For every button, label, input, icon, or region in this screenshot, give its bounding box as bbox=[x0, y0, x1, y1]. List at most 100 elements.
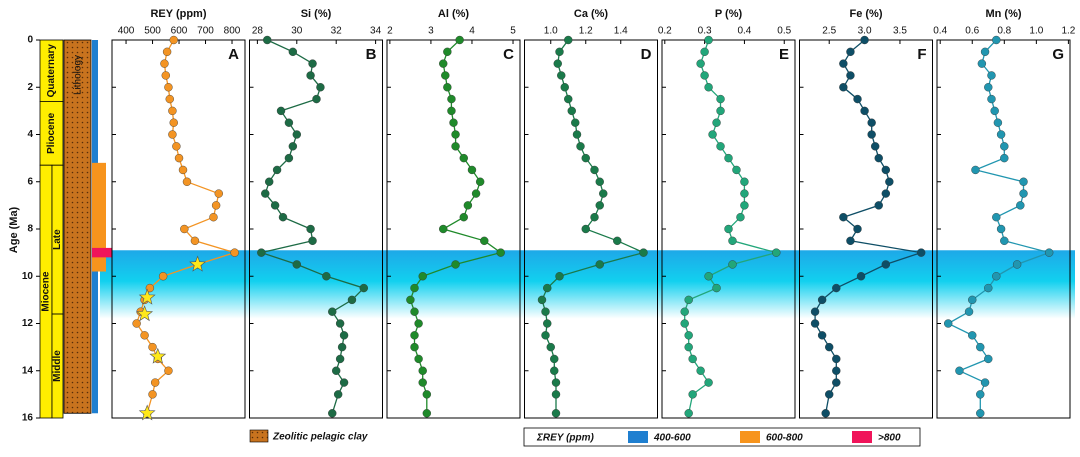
data-point bbox=[832, 366, 841, 375]
data-point bbox=[449, 118, 458, 127]
x-tick-label: 0.2 bbox=[658, 26, 672, 37]
panel-letter: E bbox=[779, 46, 789, 63]
data-point bbox=[410, 331, 419, 340]
legend-swatch bbox=[852, 431, 872, 443]
x-tick-label: 30 bbox=[291, 26, 303, 37]
data-point bbox=[881, 260, 891, 269]
legend-label: Zeolitic pelagic clay bbox=[272, 432, 368, 443]
data-point bbox=[308, 236, 317, 246]
panel-title: Ca (%) bbox=[574, 8, 609, 20]
data-point bbox=[968, 295, 977, 305]
y-tick-label: 4 bbox=[27, 129, 33, 140]
data-point bbox=[728, 236, 737, 246]
legend-label: >800 bbox=[878, 433, 901, 444]
data-point bbox=[821, 409, 830, 418]
data-point bbox=[1012, 260, 1022, 269]
data-point bbox=[984, 354, 993, 364]
data-point bbox=[572, 130, 582, 139]
panel-letter: B bbox=[366, 46, 377, 63]
data-point bbox=[263, 35, 272, 45]
data-point bbox=[288, 47, 298, 57]
data-point bbox=[418, 272, 427, 281]
data-point bbox=[740, 201, 749, 210]
data-point bbox=[817, 331, 827, 340]
data-point bbox=[265, 177, 274, 186]
data-point bbox=[150, 378, 160, 387]
data-point bbox=[410, 342, 419, 352]
data-point bbox=[337, 342, 347, 352]
panel-title: Al (%) bbox=[438, 8, 470, 20]
data-point bbox=[595, 201, 604, 210]
data-point bbox=[168, 130, 177, 139]
data-point bbox=[1044, 248, 1054, 257]
data-point bbox=[550, 366, 559, 375]
data-point bbox=[581, 224, 590, 234]
data-point bbox=[422, 390, 432, 399]
x-tick-label: 2 bbox=[387, 26, 393, 37]
data-point bbox=[853, 224, 862, 234]
panel-frame bbox=[524, 39, 658, 419]
data-point bbox=[996, 130, 1006, 139]
star-marker bbox=[138, 404, 156, 421]
subepoch-label: Late bbox=[52, 229, 63, 250]
data-point bbox=[716, 106, 725, 116]
data-point bbox=[1000, 142, 1009, 151]
y-axis-title: Age (Ma) bbox=[8, 206, 20, 253]
data-point bbox=[335, 354, 345, 364]
data-point bbox=[543, 319, 552, 328]
rey-range-bar bbox=[92, 247, 112, 258]
data-point bbox=[980, 378, 990, 387]
y-tick-label: 14 bbox=[22, 365, 34, 376]
y-tick-label: 16 bbox=[22, 413, 34, 424]
x-tick-label: 1.4 bbox=[614, 26, 628, 37]
data-point bbox=[496, 248, 505, 257]
x-tick-label: 28 bbox=[252, 26, 264, 37]
data-point bbox=[846, 47, 855, 57]
panel-letter: A bbox=[228, 46, 239, 63]
star-marker bbox=[136, 305, 154, 322]
data-point bbox=[164, 83, 173, 92]
data-point bbox=[680, 319, 689, 328]
data-point bbox=[272, 165, 282, 175]
data-point bbox=[993, 118, 1003, 127]
data-point bbox=[339, 331, 349, 340]
data-point bbox=[292, 260, 301, 269]
data-point bbox=[560, 83, 569, 92]
data-point bbox=[712, 118, 721, 127]
data-point bbox=[447, 94, 456, 104]
data-point bbox=[712, 283, 721, 293]
data-point bbox=[688, 354, 697, 364]
x-tick-label: 1.0 bbox=[1029, 26, 1043, 37]
epoch-label: Miocene bbox=[41, 271, 52, 311]
y-tick-label: 10 bbox=[22, 271, 34, 282]
data-point bbox=[740, 177, 749, 186]
data-point bbox=[955, 366, 964, 375]
data-point bbox=[162, 47, 172, 57]
legend-swatch bbox=[740, 431, 760, 443]
x-tick-label: 1.0 bbox=[544, 26, 558, 37]
data-point bbox=[700, 47, 709, 57]
data-point bbox=[182, 177, 192, 186]
data-point bbox=[885, 177, 894, 186]
data-point bbox=[1019, 177, 1028, 186]
data-point bbox=[704, 83, 713, 92]
data-point bbox=[406, 295, 415, 305]
data-point bbox=[276, 106, 286, 116]
data-point bbox=[870, 142, 880, 151]
data-point bbox=[480, 236, 489, 246]
data-point bbox=[551, 390, 561, 399]
data-point bbox=[853, 94, 862, 104]
x-tick-label: 1.2 bbox=[1061, 26, 1075, 37]
data-point bbox=[881, 189, 891, 198]
x-tick-label: 2.5 bbox=[822, 26, 836, 37]
data-point bbox=[684, 342, 693, 352]
data-point bbox=[832, 283, 841, 293]
data-point bbox=[704, 272, 713, 281]
data-point bbox=[451, 260, 460, 269]
data-point bbox=[867, 118, 876, 127]
data-point bbox=[165, 94, 174, 104]
data-point bbox=[541, 331, 550, 340]
data-line bbox=[814, 39, 922, 414]
data-point bbox=[590, 212, 599, 222]
x-tick-label: 4 bbox=[469, 26, 475, 37]
